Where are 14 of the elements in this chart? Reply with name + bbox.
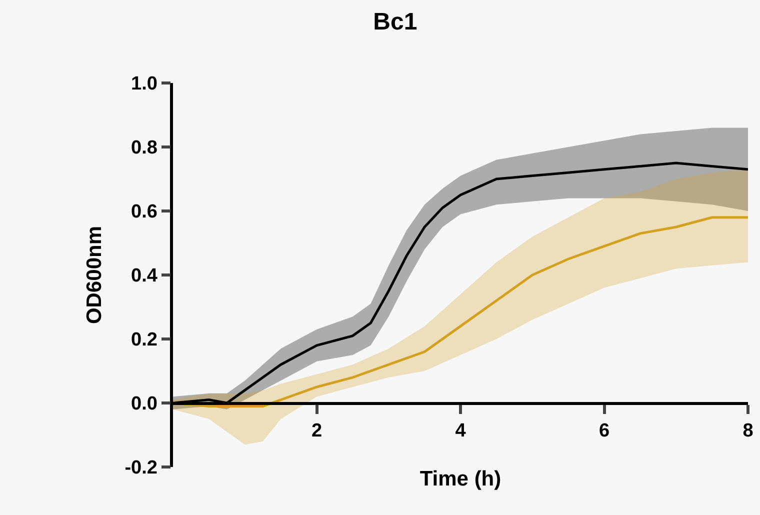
chart-title: Bc1 (373, 8, 418, 36)
y-tick-label: 0.8 (131, 138, 158, 159)
y-tick-label: 0.0 (131, 394, 158, 415)
y-tick-label: 0.2 (131, 330, 158, 351)
x-tick-label: 2 (311, 420, 322, 442)
y-tick-label: 0.6 (131, 202, 158, 223)
y-tick-label: 0.4 (131, 266, 158, 287)
y-tick-label: 1.0 (131, 74, 158, 95)
x-axis-title: Time (h) (420, 468, 502, 491)
x-tick-label: 4 (455, 420, 466, 442)
y-tick-label: -0.2 (124, 458, 158, 479)
x-tick-label: 8 (742, 420, 754, 442)
y-axis-title: OD600nm (82, 226, 106, 324)
x-tick-label: 6 (598, 420, 610, 442)
